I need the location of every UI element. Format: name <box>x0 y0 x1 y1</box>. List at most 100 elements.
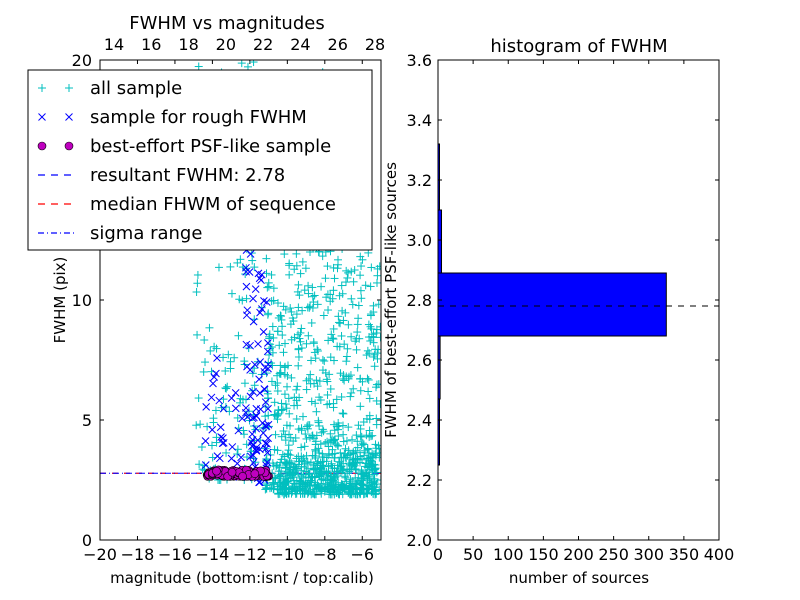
all-sample-point <box>199 367 208 376</box>
all-sample-point <box>273 415 282 424</box>
all-sample-point <box>280 452 289 461</box>
all-sample-point <box>283 382 292 391</box>
all-sample-point <box>332 488 341 497</box>
rough-sample-point <box>264 404 272 413</box>
all-sample-point <box>287 489 296 498</box>
all-sample-point <box>342 357 351 366</box>
all-sample-point <box>324 467 333 476</box>
all-sample-point <box>292 310 301 319</box>
rough-sample-point <box>241 408 250 417</box>
scatter-top-axis: 14 16 18 20 22 24 26 28 <box>104 35 385 54</box>
rough-sample-point <box>219 438 228 447</box>
legend-entry: sample for rough FWHM <box>38 107 307 128</box>
all-sample-point <box>307 318 316 327</box>
all-sample-point <box>279 348 288 357</box>
all-sample-point <box>357 294 366 303</box>
all-sample-point <box>347 388 356 397</box>
all-sample-point <box>369 450 378 459</box>
histogram-panel: histogram of FWHM 0 50 100 150 200 250 300 350 4… <box>382 36 734 587</box>
all-sample-point <box>298 484 307 493</box>
x-tick-label: 200 <box>563 545 594 564</box>
all-sample-point <box>338 306 347 315</box>
all-sample-point <box>192 421 201 430</box>
all-sample-point <box>316 484 325 493</box>
all-sample-point <box>248 369 257 378</box>
all-sample-point <box>268 348 277 357</box>
all-sample-point <box>334 490 343 499</box>
all-sample-point <box>318 252 327 261</box>
all-sample-point <box>361 469 370 478</box>
rough-sample-point <box>209 379 217 388</box>
rough-sample-point <box>256 308 264 317</box>
all-sample-point <box>221 383 230 392</box>
all-sample-point <box>194 62 203 71</box>
all-sample-point <box>280 390 289 399</box>
histogram-x-label: number of sources <box>509 569 649 587</box>
all-sample-point <box>201 358 210 367</box>
all-sample-point <box>302 385 311 394</box>
all-sample-point <box>365 411 374 420</box>
all-sample-point <box>304 289 313 298</box>
all-sample-point <box>211 406 220 415</box>
top-axis-label: 22 <box>253 35 273 54</box>
all-sample-point <box>324 451 333 460</box>
rough-sample-point <box>249 451 258 460</box>
y-tick-label: 3.0 <box>407 231 432 250</box>
all-sample-point <box>193 279 202 288</box>
legend-entry: all sample <box>38 78 182 99</box>
all-sample-point <box>301 470 310 479</box>
all-sample-point <box>339 437 348 446</box>
all-sample-point <box>316 395 325 404</box>
all-sample-point <box>338 421 347 430</box>
rough-sample-point <box>238 414 247 423</box>
y-tick-label: 0 <box>82 531 92 550</box>
rough-sample-point <box>228 443 237 451</box>
all-sample-point <box>369 333 378 342</box>
all-sample-point <box>230 353 239 362</box>
all-sample-point <box>281 463 290 472</box>
all-sample-point <box>323 290 332 299</box>
all-sample-point <box>374 300 381 309</box>
y-tick-label: 3.6 <box>407 51 432 70</box>
all-sample-point <box>281 479 290 488</box>
x-tick-label: −10 <box>270 545 304 564</box>
all-sample-point <box>353 363 362 372</box>
rough-sample-point <box>212 369 220 378</box>
all-sample-point <box>329 477 338 486</box>
all-sample-point <box>341 473 350 482</box>
all-sample-point <box>366 282 375 291</box>
all-sample-point <box>234 331 243 340</box>
all-sample-point <box>311 399 320 408</box>
all-sample-point <box>318 355 327 364</box>
all-sample-point <box>284 394 293 403</box>
all-sample-point <box>319 311 328 320</box>
all-sample-point <box>195 460 204 469</box>
rough-sample-point <box>208 425 217 434</box>
all-sample-point <box>323 377 332 386</box>
legend-marker <box>64 141 74 151</box>
all-sample-point <box>292 249 301 258</box>
all-sample-point <box>325 478 334 487</box>
all-sample-point <box>206 346 215 355</box>
all-sample-point <box>278 483 287 492</box>
all-sample-point <box>264 411 273 420</box>
all-sample-point <box>337 331 346 340</box>
all-sample-point <box>369 352 378 361</box>
all-sample-point <box>370 362 379 371</box>
all-sample-point <box>372 329 381 338</box>
all-sample-point <box>321 274 330 283</box>
all-sample-point <box>278 405 287 414</box>
histogram-y-axis: 2.0 2.2 2.4 2.6 2.8 3.0 3.2 3.4 3.6 <box>407 51 719 550</box>
all-sample-point <box>277 399 286 408</box>
all-sample-point <box>349 384 358 393</box>
all-sample-point <box>356 374 365 383</box>
all-sample-point <box>341 278 350 287</box>
all-sample-point <box>295 476 304 485</box>
all-sample-point <box>293 287 302 296</box>
rough-sample-point <box>263 347 272 356</box>
all-sample-point <box>376 400 381 409</box>
all-sample-point <box>344 423 353 432</box>
all-sample-point <box>276 361 285 370</box>
rough-sample-point <box>260 297 268 305</box>
